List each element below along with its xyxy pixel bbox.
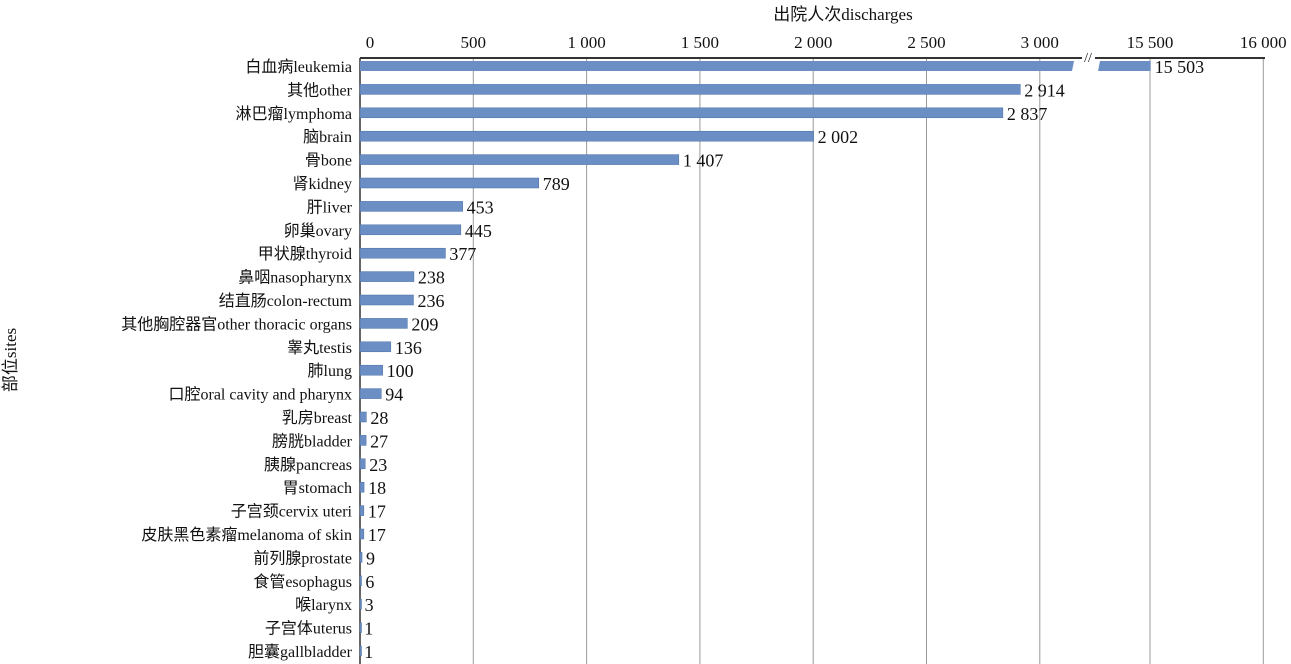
data-label: 6 xyxy=(365,572,374,592)
bar xyxy=(359,528,365,540)
bar xyxy=(359,435,367,446)
data-label: 238 xyxy=(418,268,445,288)
x-axis-title: 出院人次discharges xyxy=(773,5,912,24)
data-label: 94 xyxy=(385,385,403,405)
bar xyxy=(359,224,462,236)
data-label: 9 xyxy=(366,548,375,568)
bar xyxy=(359,177,540,189)
category-label: 其他other xyxy=(287,81,353,99)
bar xyxy=(359,388,382,399)
category-label: 甲状腺thyroid xyxy=(258,245,352,263)
data-label: 18 xyxy=(368,478,386,498)
data-label: 15 503 xyxy=(1155,57,1205,77)
x-tick-label: 0 xyxy=(366,33,375,52)
bar xyxy=(359,271,415,282)
data-label: 236 xyxy=(417,291,444,311)
bar xyxy=(359,598,362,610)
data-label: 453 xyxy=(467,197,494,217)
category-label: 肺lung xyxy=(308,362,352,380)
category-label: 骨bone xyxy=(305,153,352,170)
bar xyxy=(359,247,446,259)
data-label: 17 xyxy=(368,502,386,522)
bar xyxy=(359,154,680,165)
category-label: 其他胸腔器官other thoracic organs xyxy=(121,315,352,333)
bar xyxy=(359,481,365,493)
bar xyxy=(359,130,814,142)
category-label: 鼻咽nasopharynx xyxy=(238,269,352,287)
data-label: 2 002 xyxy=(818,127,859,147)
data-label: 445 xyxy=(465,221,492,241)
bar xyxy=(359,84,1021,95)
data-label: 100 xyxy=(387,361,414,381)
category-label: 胆囊gallbladder xyxy=(248,643,353,661)
category-label: 肾kidney xyxy=(292,175,352,193)
data-label: 28 xyxy=(370,408,388,428)
data-label: 2 914 xyxy=(1024,80,1065,100)
data-label: 209 xyxy=(411,314,438,334)
x-tick-label: 2 000 xyxy=(794,33,832,52)
x-tick-label: 2 500 xyxy=(907,33,945,52)
bar xyxy=(359,575,362,587)
data-label: 1 xyxy=(364,642,373,662)
category-label: 膀胱bladder xyxy=(272,432,353,450)
category-label: 口腔oral cavity and pharynx xyxy=(168,386,352,404)
bar xyxy=(359,364,383,376)
data-label: 1 407 xyxy=(683,151,724,171)
category-label: 卵巢ovary xyxy=(284,222,352,240)
category-label: 结直肠colon-rectum xyxy=(219,292,353,310)
bar xyxy=(359,341,392,353)
bar xyxy=(359,622,362,633)
data-label: 23 xyxy=(369,455,387,475)
category-label: 胃stomach xyxy=(283,480,352,497)
bar xyxy=(359,458,366,470)
y-axis-title: 部位sites xyxy=(1,328,20,392)
data-label: 27 xyxy=(370,431,388,451)
x-tick-label: 15 500 xyxy=(1127,33,1174,52)
category-label: 肝liver xyxy=(307,198,353,216)
category-label: 子宫颈cervix uteri xyxy=(231,503,353,521)
bar xyxy=(359,294,414,306)
category-label: 睾丸testis xyxy=(287,339,352,357)
x-tick-label: 3 000 xyxy=(1021,33,1059,52)
category-label: 喉larynx xyxy=(295,596,352,614)
data-label: 1 xyxy=(364,619,373,639)
category-label: 胰腺pancreas xyxy=(264,456,352,474)
category-label: 白血病leukemia xyxy=(245,58,352,76)
bar xyxy=(359,318,408,329)
category-label: 食管esophagus xyxy=(253,573,352,591)
data-label: 17 xyxy=(368,525,386,545)
category-label: 前列腺prostate xyxy=(253,549,352,567)
x-tick-label: 1 500 xyxy=(681,33,719,52)
bar xyxy=(359,107,1004,119)
data-label: 2 837 xyxy=(1007,104,1048,124)
bar xyxy=(359,201,463,212)
x-tick-label: 500 xyxy=(461,33,487,52)
bar xyxy=(359,645,362,657)
data-label: 789 xyxy=(543,174,570,194)
bar xyxy=(359,505,365,516)
data-label: 377 xyxy=(449,244,476,264)
axis-break-mark: // xyxy=(1084,51,1092,66)
category-label: 淋巴瘤lymphoma xyxy=(236,105,352,123)
data-label: 3 xyxy=(365,595,374,615)
bar xyxy=(359,552,363,563)
x-tick-label: 1 000 xyxy=(567,33,605,52)
data-label: 136 xyxy=(395,338,422,358)
x-tick-label: 16 000 xyxy=(1240,33,1287,52)
category-label: 乳房breast xyxy=(282,409,353,427)
bar xyxy=(360,61,1074,71)
bar xyxy=(359,411,367,423)
category-label: 皮肤黑色素瘤melanoma of skin xyxy=(141,526,352,544)
bar xyxy=(1098,61,1151,71)
category-label: 脑brain xyxy=(303,128,352,146)
category-label: 子宫体uterus xyxy=(265,620,352,638)
